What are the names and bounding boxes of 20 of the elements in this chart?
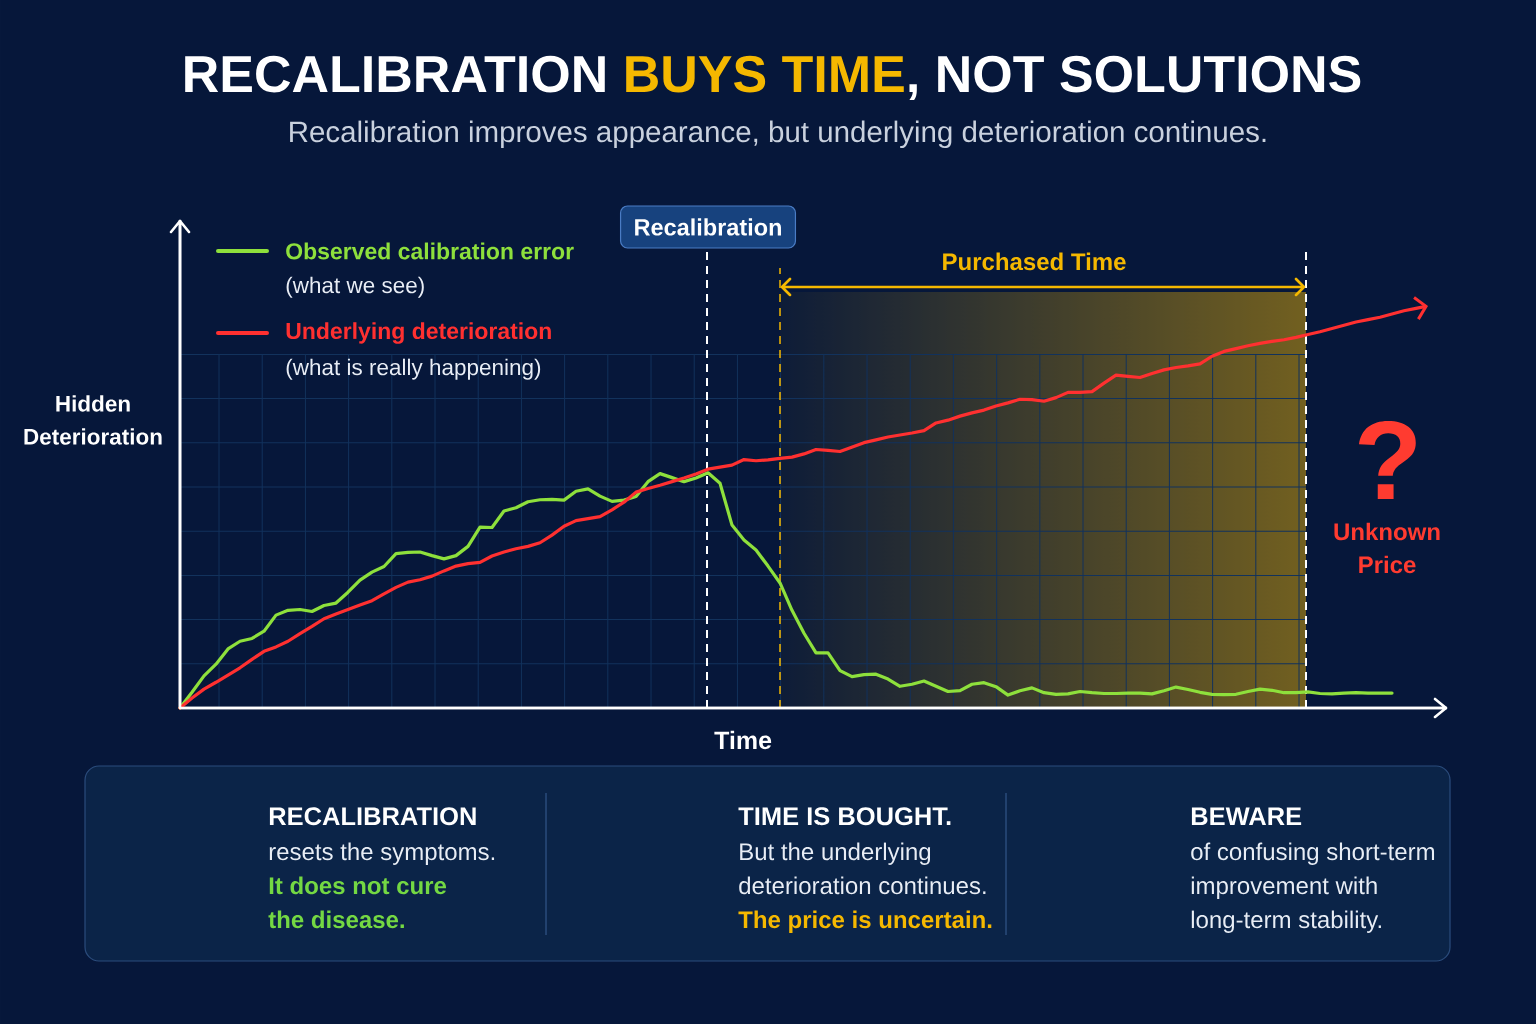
text: TIME IS BOUGHT. [738,807,951,826]
text: The price is uncertain. [738,910,992,933]
text: But the underlying deterioration continues. [739,842,986,895]
text: BEWARE [1191,807,1302,825]
text: Purchased Time [943,252,1126,271]
text: It does not cure the disease. [268,876,447,929]
legend-label: Observed calibration error [286,242,574,260]
text: Recalibration [635,218,781,236]
annotation: (what is really happening) [286,358,541,380]
x-axis-title: Time [714,730,772,750]
annotation: ? [1358,420,1416,500]
text: resets the symptoms. [269,842,495,865]
text: RECALIBRATION [269,807,476,826]
legend-label: Underlying deterioration [286,322,551,344]
chart-title: RECALIBRATION BUYS TIME, NOT SOLUTIONS [185,55,1361,101]
y-axis-title: Hidden Deterioration [24,395,162,445]
text: (what we see) [286,276,424,298]
chart-subtitle: Recalibration improves appearance, but underlying deterioration continues. [290,120,1266,149]
text: of confusing short-term improvement with long-term stability. [1191,842,1435,933]
annotation: Unknown Price [1334,522,1440,574]
